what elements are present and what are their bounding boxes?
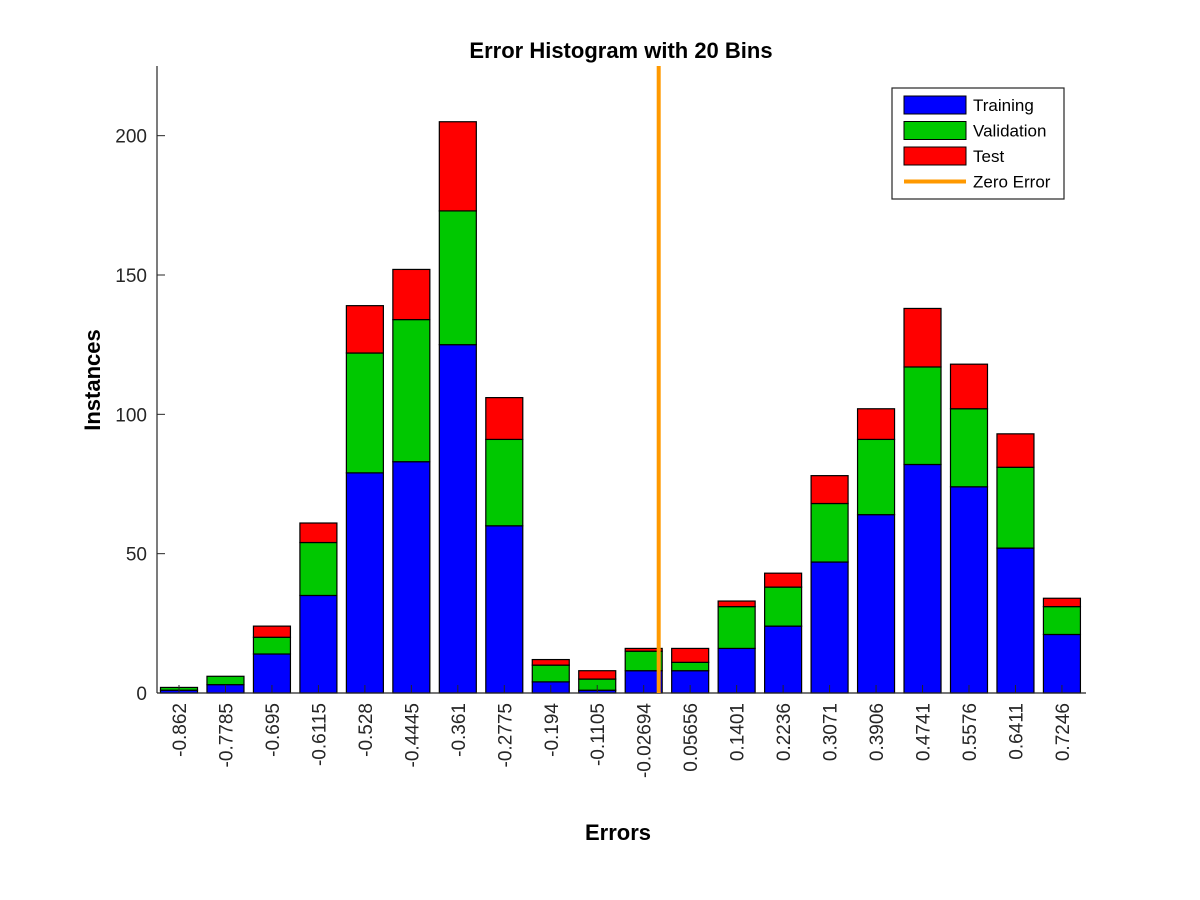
bar-training-18	[996, 547, 1035, 694]
bar-test-6	[438, 121, 477, 212]
bar-training-3	[299, 594, 338, 694]
x-tick-label: 0.2236	[774, 703, 795, 761]
bar-validation-13	[764, 586, 803, 627]
bar-test-19	[1042, 597, 1082, 608]
bar-test-2	[252, 625, 292, 638]
x-tick-label: -0.361	[449, 703, 470, 757]
y-tick-label: 50	[126, 545, 147, 566]
x-tick-label: 0.05656	[681, 703, 702, 772]
x-tick-label: 0.3906	[867, 703, 888, 761]
bar-validation-12	[717, 606, 756, 650]
x-tick-label: -0.695	[263, 703, 284, 757]
legend-label: Zero Error	[973, 173, 1051, 192]
bar-test-17	[949, 363, 989, 410]
chart-title: Error Histogram with 20 Bins	[469, 38, 772, 63]
bar-validation-6	[438, 210, 477, 346]
x-axis-title: Errors	[585, 820, 651, 845]
bar-training-5	[392, 461, 431, 694]
x-tick-label: -0.862	[170, 703, 191, 757]
bar-validation-16	[903, 366, 942, 466]
bar-validation-4	[345, 352, 384, 474]
x-tick-label: -0.528	[356, 703, 377, 757]
bar-test-3	[299, 522, 338, 544]
bar-test-16	[903, 307, 942, 368]
bar-training-19	[1042, 633, 1082, 694]
x-tick-label: -0.6115	[309, 703, 330, 766]
legend-label: Validation	[973, 122, 1046, 141]
bar-validation-18	[996, 466, 1035, 549]
bar-validation-5	[392, 318, 431, 463]
y-tick-label: 100	[115, 405, 147, 426]
bar-training-4	[345, 472, 384, 694]
axes-layer: 0 50 100 150 200 -0.862 -0.7785 -0.695 -0.6115 -0…	[115, 66, 1086, 778]
bar-validation-3	[299, 541, 338, 597]
bar-training-14	[810, 561, 849, 694]
bar-test-10	[624, 647, 663, 652]
bar-training-13	[764, 625, 803, 694]
x-tick-label: 0.7246	[1053, 703, 1074, 761]
bar-validation-8	[531, 664, 570, 683]
x-tick-label: 0.5576	[960, 703, 981, 761]
x-tick-label: -0.7785	[216, 703, 237, 767]
legend-swatch-test	[903, 146, 967, 166]
bar-test-9	[578, 670, 617, 680]
bar-test-8	[531, 658, 570, 666]
bar-validation-14	[810, 502, 849, 563]
x-tick-label: -0.4445	[402, 703, 423, 767]
bar-test-5	[392, 268, 431, 321]
bar-validation-1	[206, 675, 245, 686]
bar-test-13	[764, 572, 803, 588]
y-tick-label: 200	[115, 127, 147, 148]
bar-validation-17	[949, 408, 989, 488]
bars-layer	[159, 121, 1082, 694]
bar-test-15	[856, 408, 896, 441]
legend-swatch-training	[903, 95, 967, 115]
y-axis-title: Instances	[80, 329, 105, 431]
legend-label: Test	[973, 147, 1004, 166]
bar-validation-2	[252, 636, 292, 655]
x-tick-label: -0.2775	[495, 703, 516, 767]
bar-training-7	[485, 525, 524, 694]
bar-training-15	[856, 514, 896, 694]
x-tick-label: 0.1401	[728, 703, 749, 761]
x-tick-label: -0.194	[542, 703, 563, 757]
x-tick-label: 0.4741	[914, 703, 935, 761]
bar-training-17	[949, 486, 989, 694]
bar-test-11	[671, 647, 710, 663]
bar-training-6	[438, 344, 477, 694]
x-tick-label: -0.02694	[635, 703, 656, 778]
legend-label: Training	[973, 96, 1034, 115]
y-tick-label: 0	[136, 684, 147, 705]
legend-swatch-validation	[903, 121, 967, 140]
bar-training-16	[903, 463, 942, 694]
bar-test-14	[810, 475, 849, 505]
bar-validation-10	[624, 650, 663, 672]
bar-test-4	[345, 305, 384, 354]
bar-validation-7	[485, 438, 524, 527]
x-tick-label: 0.6411	[1006, 703, 1027, 760]
bar-test-18	[996, 433, 1035, 468]
bar-test-7	[485, 397, 524, 441]
bar-validation-15	[856, 438, 896, 516]
legend: Training Validation Test Zero Error	[891, 87, 1065, 200]
y-tick-label: 150	[115, 266, 147, 287]
bar-validation-19	[1042, 606, 1082, 636]
bar-validation-11	[671, 661, 710, 672]
bar-test-12	[717, 600, 756, 608]
x-tick-label: -0.1105	[588, 703, 609, 766]
x-tick-label: 0.3071	[821, 703, 842, 761]
